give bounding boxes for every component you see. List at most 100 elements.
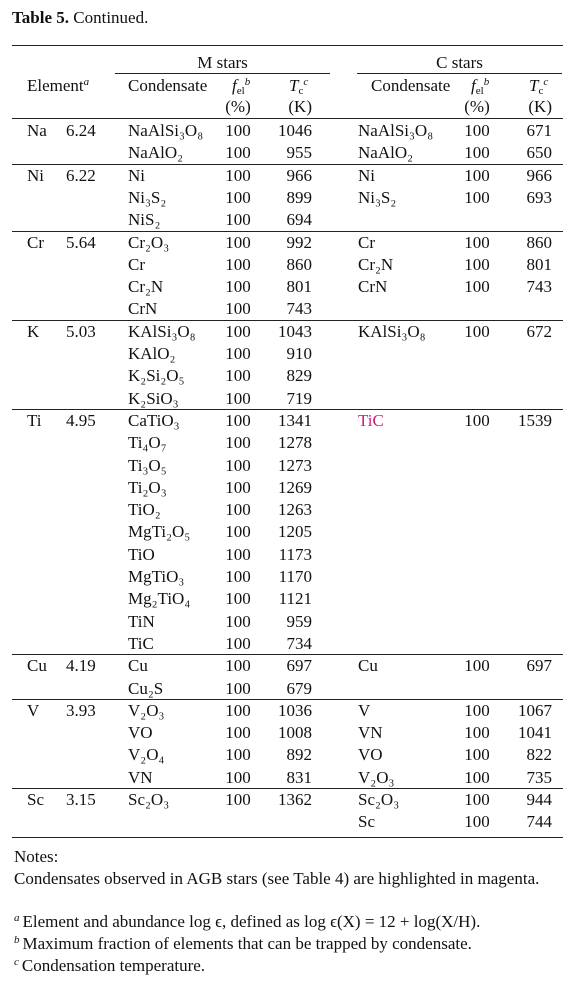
- group-rule: [12, 320, 563, 321]
- fel-value: 100: [464, 254, 490, 274]
- c-stars-header: C stars: [436, 53, 483, 72]
- tc-value: 860: [286, 254, 313, 274]
- condensate: MgTiO₃: [128, 567, 185, 586]
- fel-value: 100: [225, 790, 251, 809]
- element: Na: [27, 121, 47, 140]
- tc-value: 697: [526, 656, 553, 676]
- fel-value: 100: [464, 232, 490, 252]
- fel-value: 100: [225, 522, 251, 542]
- footnote-text: Element and abundance log ϵ, defined as …: [22, 911, 481, 931]
- condensate: Cu₂S: [128, 678, 164, 698]
- tc-header: Tcc: [529, 75, 548, 97]
- footnote-marker: a: [83, 76, 90, 88]
- caption-text: Continued.: [73, 8, 149, 27]
- element: K: [27, 321, 40, 341]
- condensate: Ti₄O₇: [128, 433, 167, 453]
- fel-value: 100: [225, 232, 251, 252]
- fel-value: 100: [225, 344, 251, 363]
- condensate: Cr: [358, 232, 375, 252]
- condensate: TiC: [358, 410, 384, 430]
- tc-subscript: c: [538, 85, 544, 97]
- tc-value: 992: [286, 232, 313, 252]
- top-rule: [12, 45, 563, 46]
- tc-value: 719: [286, 388, 313, 408]
- fel-value: 100: [225, 321, 251, 341]
- notes-text: Condensates observed in AGB stars (see T…: [14, 868, 540, 888]
- fel-value: 100: [225, 433, 251, 453]
- tc-value: 679: [286, 678, 313, 698]
- condensate: Sc₂O₃: [128, 790, 170, 809]
- tc-symbol: T: [529, 76, 539, 95]
- tc-value: 1046: [278, 121, 312, 140]
- condensate: Cr₂N: [128, 277, 164, 297]
- fel-value: 100: [225, 277, 251, 297]
- fel-value: 100: [464, 143, 490, 163]
- fel-value: 100: [464, 187, 490, 207]
- notes-heading: Notes:: [14, 846, 59, 866]
- tc-value: 955: [286, 143, 313, 163]
- tc-value: 734: [286, 633, 313, 653]
- condensate: VO: [128, 723, 153, 743]
- tc-value: 831: [286, 767, 313, 787]
- tc-value: 801: [526, 254, 553, 274]
- group-rule: [12, 788, 563, 789]
- abundance: 4.95: [66, 410, 96, 430]
- tc-value: 1362: [278, 790, 312, 809]
- fel-value: 100: [225, 477, 251, 497]
- group-rule: [12, 164, 563, 165]
- fel-value: 100: [225, 455, 251, 475]
- condensate: MgTi₂O₅: [128, 522, 191, 542]
- fel-value: 100: [225, 388, 251, 408]
- fel-value: 100: [225, 410, 251, 430]
- condensate: Mg₂TiO₄: [128, 589, 191, 609]
- fel-header: felb: [232, 75, 250, 97]
- tc-value: 697: [286, 656, 313, 676]
- condensate: TiO₂: [128, 500, 161, 520]
- condensate: VN: [128, 767, 153, 787]
- tc-value: 966: [286, 165, 313, 185]
- condensate: Ti₃O₅: [128, 455, 167, 475]
- fel-value: 100: [225, 700, 251, 720]
- condensate: V₂O₃: [358, 767, 395, 787]
- fel-unit: (%): [225, 97, 251, 116]
- tc-value: 1008: [278, 723, 312, 743]
- condensate: Sc₂O₃: [358, 790, 400, 809]
- fel-value: 100: [464, 410, 490, 430]
- fel-value: 100: [225, 656, 251, 676]
- tc-value: 694: [286, 210, 313, 230]
- fel-subscript: el: [475, 85, 484, 97]
- abundance: 3.93: [66, 700, 96, 720]
- tc-subscript: c: [298, 85, 304, 97]
- tc-value: 1269: [278, 477, 312, 497]
- tc-value: 1043: [278, 321, 312, 341]
- tc-value: 1036: [278, 700, 312, 720]
- fel-value: 100: [225, 165, 251, 185]
- table-caption: Table 5. Continued.: [12, 7, 148, 29]
- fel-value: 100: [225, 366, 251, 386]
- fel-value: 100: [225, 678, 251, 698]
- tc-value: 693: [526, 187, 553, 207]
- fel-symbol: f: [471, 76, 476, 95]
- tc-value: 1170: [278, 567, 312, 586]
- condensate: K₂SiO₃: [128, 388, 179, 408]
- caption-label: Table 5.: [12, 8, 70, 27]
- fel-value: 100: [225, 500, 251, 520]
- tc-value: 1539: [518, 410, 552, 430]
- tc-value: 892: [286, 745, 313, 765]
- fel-value: 100: [225, 633, 251, 653]
- fel-value: 100: [225, 299, 251, 319]
- tc-value: 743: [286, 299, 313, 319]
- tc-unit: (K): [288, 97, 312, 116]
- footnote-marker: a: [14, 911, 20, 924]
- tc-value: 1263: [278, 500, 312, 520]
- condensate: NaAlO₂: [128, 143, 184, 163]
- fel-value: 100: [464, 321, 490, 341]
- tc-value: 735: [526, 767, 553, 787]
- fel-subscript: el: [236, 85, 245, 97]
- condensate: KAlSi₃O₈: [358, 321, 426, 341]
- tc-value: 672: [526, 321, 553, 341]
- fel-value: 100: [225, 210, 251, 230]
- tc-value: 671: [526, 121, 553, 140]
- tc-value: 860: [526, 232, 553, 252]
- condensate: VO: [358, 745, 383, 765]
